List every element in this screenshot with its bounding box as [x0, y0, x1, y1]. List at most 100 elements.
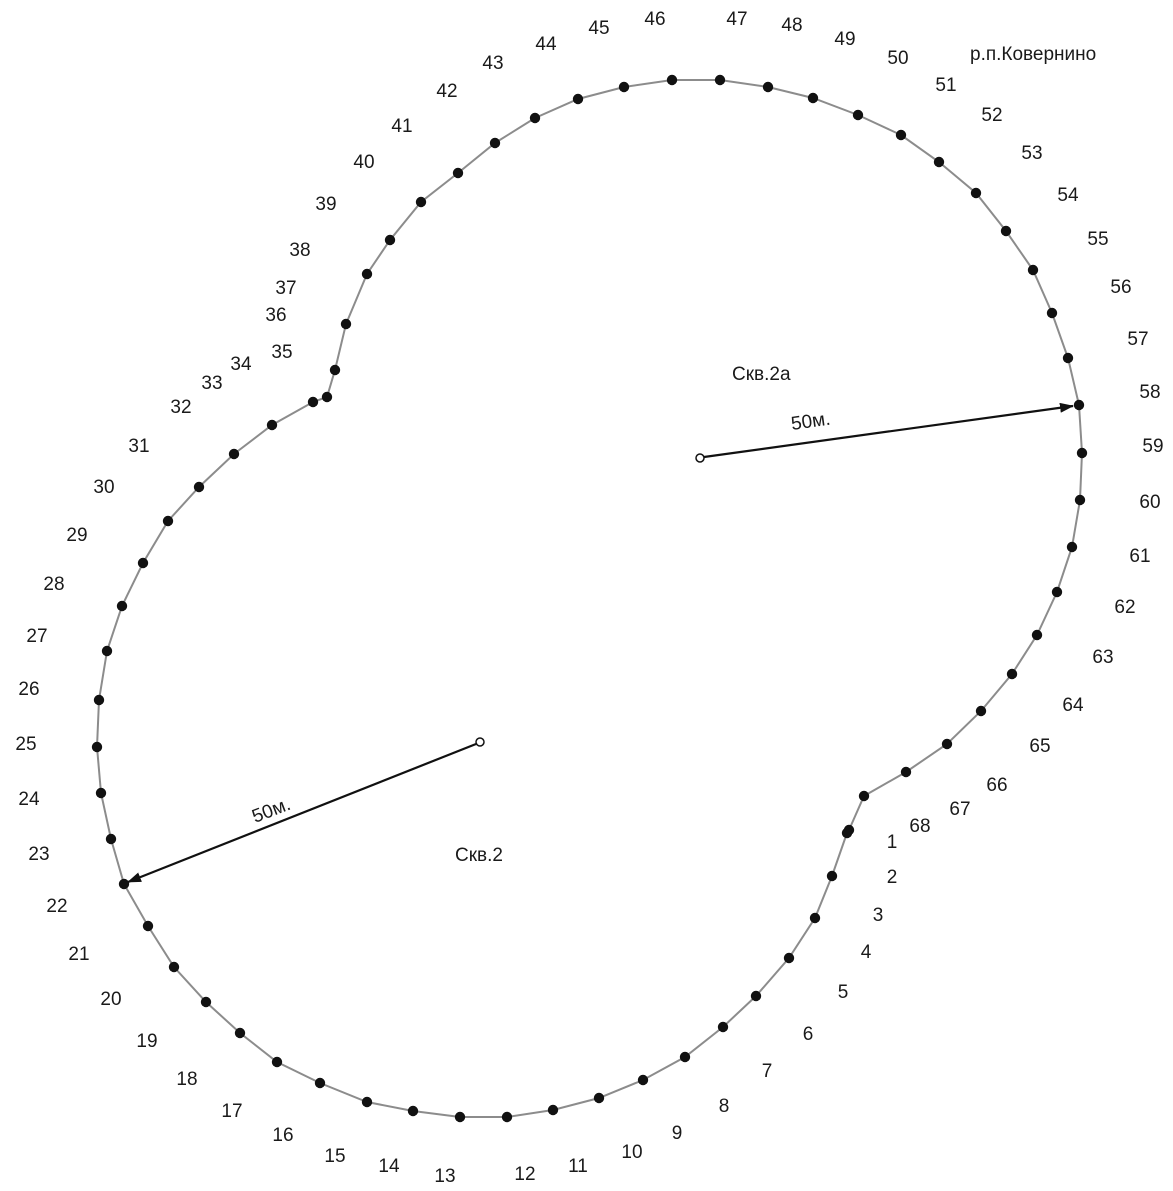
boundary-point-57 [1062, 352, 1074, 364]
boundary-point-label-48: 48 [781, 15, 802, 36]
boundary-point-58 [1073, 399, 1085, 411]
boundary-point-3 [826, 870, 838, 882]
boundary-point-label-66: 66 [986, 775, 1007, 796]
boundary-point-65 [975, 705, 987, 717]
boundary-point-62 [1051, 586, 1063, 598]
boundary-point-31 [193, 481, 205, 493]
boundary-point-label-68: 68 [909, 816, 930, 837]
boundary-point-32 [228, 448, 240, 460]
boundary-point-label-43: 43 [482, 53, 503, 74]
boundary-point-label-16: 16 [272, 1125, 293, 1146]
boundary-point-4 [809, 912, 821, 924]
boundary-point-label-32: 32 [170, 397, 191, 418]
well-2a: 50м. Скв.2а [695, 364, 1074, 463]
boundary-point-label-58: 58 [1139, 382, 1160, 403]
boundary-point-label-39: 39 [315, 194, 336, 215]
boundary-point-61 [1066, 541, 1078, 553]
boundary-point-48 [762, 81, 774, 93]
boundary-point-54 [1000, 225, 1012, 237]
boundary-point-36 [329, 364, 341, 376]
boundary-point-46 [666, 74, 678, 86]
boundary-point-20 [168, 961, 180, 973]
boundary-point-27 [101, 645, 113, 657]
boundary-point-41 [452, 167, 464, 179]
boundary-point-55 [1027, 264, 1039, 276]
well-2a-radius-label: 50м. [790, 409, 832, 435]
boundary-point-label-8: 8 [719, 1096, 730, 1117]
boundary-point-label-57: 57 [1127, 329, 1148, 350]
boundary-point-44 [572, 93, 584, 105]
boundary-points [91, 74, 1088, 1123]
boundary-point-26 [93, 694, 105, 706]
boundary-point-label-38: 38 [289, 240, 310, 261]
boundary-point-53 [970, 187, 982, 199]
boundary-point-label-30: 30 [93, 477, 114, 498]
boundary-point-label-65: 65 [1029, 736, 1050, 757]
boundary-point-63 [1031, 629, 1043, 641]
boundary-point-59 [1076, 447, 1088, 459]
boundary-point-25 [91, 741, 103, 753]
boundary-point-24 [95, 787, 107, 799]
boundary-point-34 [307, 396, 319, 408]
boundary-point-label-6: 6 [803, 1024, 814, 1045]
boundary-point-label-42: 42 [436, 81, 457, 102]
boundary-point-21 [142, 920, 154, 932]
boundary-point-label-49: 49 [834, 29, 855, 50]
boundary-point-56 [1046, 307, 1058, 319]
boundary-point-9 [637, 1074, 649, 1086]
boundary-point-6 [750, 990, 762, 1002]
boundary-point-7 [717, 1021, 729, 1033]
boundary-point-label-11: 11 [568, 1156, 588, 1177]
boundary-point-labels: 1234567891011121314151617181920212223242… [15, 9, 1163, 1187]
boundary-point-40 [415, 196, 427, 208]
boundary-point-label-45: 45 [588, 18, 609, 39]
settlement-title: р.п.Ковернино [970, 44, 1096, 65]
boundary-point-label-3: 3 [873, 905, 884, 926]
boundary-point-label-37: 37 [275, 278, 296, 299]
boundary-point-label-64: 64 [1062, 695, 1084, 716]
boundary-point-50 [852, 109, 864, 121]
boundary-point-49 [807, 92, 819, 104]
boundary-point-label-10: 10 [621, 1142, 642, 1163]
boundary-point-label-17: 17 [221, 1101, 242, 1122]
boundary-point-35 [321, 391, 333, 403]
boundary-point-label-13: 13 [434, 1166, 455, 1187]
boundary-point-28 [116, 600, 128, 612]
boundary-point-label-25: 25 [15, 734, 36, 755]
well-2-center [475, 737, 485, 747]
boundary-point-label-41: 41 [391, 116, 412, 137]
boundary-point-17 [271, 1056, 283, 1068]
boundary-point-label-5: 5 [838, 982, 849, 1003]
boundary-point-11 [547, 1104, 559, 1116]
boundary-point-38 [361, 268, 373, 280]
boundary-point-52 [933, 156, 945, 168]
boundary-point-33 [266, 419, 278, 431]
boundary-point-60 [1074, 494, 1086, 506]
boundary-point-10 [593, 1092, 605, 1104]
boundary-point-label-26: 26 [18, 679, 39, 700]
well-2: 50м. Скв.2 [127, 737, 503, 884]
boundary-point-label-44: 44 [535, 34, 557, 55]
boundary-point-label-14: 14 [378, 1156, 400, 1177]
boundary-point-label-15: 15 [324, 1146, 345, 1167]
boundary-point-label-7: 7 [762, 1061, 773, 1082]
boundary-point-42 [489, 137, 501, 149]
boundary-point-2 [841, 827, 853, 839]
boundary-point-label-21: 21 [68, 944, 89, 965]
boundary-point-label-28: 28 [43, 574, 64, 595]
boundary-point-45 [618, 81, 630, 93]
boundary-point-label-31: 31 [128, 436, 149, 457]
boundary-point-23 [105, 833, 117, 845]
boundary-point-label-47: 47 [726, 9, 747, 30]
boundary-point-label-24: 24 [18, 789, 40, 810]
boundary-point-label-22: 22 [46, 896, 67, 917]
boundary-point-label-55: 55 [1087, 229, 1108, 250]
boundary-point-label-12: 12 [514, 1164, 535, 1185]
boundary-point-label-51: 51 [935, 75, 956, 96]
boundary-point-19 [200, 996, 212, 1008]
boundary-point-8 [679, 1051, 691, 1063]
boundary-point-label-61: 61 [1129, 546, 1150, 567]
boundary-point-label-2: 2 [887, 867, 898, 888]
boundary-line [95, 79, 1084, 1118]
